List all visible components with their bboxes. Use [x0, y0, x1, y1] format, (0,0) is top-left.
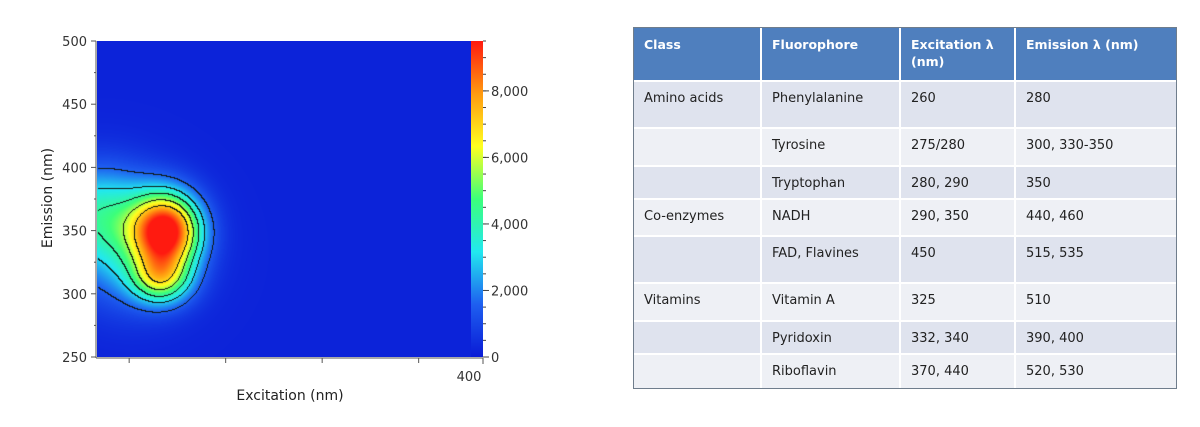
cell-emission: 350 [1015, 165, 1176, 199]
colorbar-tick-label: 6,000 [491, 151, 528, 166]
cell-emission: 440, 460 [1015, 198, 1176, 236]
y-tick-label: 250 [62, 351, 87, 366]
heatmap-image [97, 41, 483, 357]
colorbar-tick-label: 0 [491, 351, 499, 366]
eem-chart: 0 2,000 4,000 6,000 8,000 250 300 350 400 450 500… [40, 35, 528, 404]
cell-emission: 515, 535 [1015, 235, 1176, 283]
x-tick-label: 400 [457, 370, 482, 385]
cell-fluorophore: Vitamin A [761, 282, 901, 321]
cell-excitation: 332, 340 [900, 320, 1016, 354]
cell-emission: 390, 400 [1015, 320, 1176, 354]
cell-emission: 510 [1015, 282, 1176, 321]
cell-excitation: 260 [900, 80, 1016, 128]
fluorophore-table-container: Class Fluorophore Excitation λ (nm) Emis… [633, 27, 1177, 389]
table-row: Pyridoxin 332, 340 390, 400 [634, 320, 1176, 354]
cell-excitation: 290, 350 [900, 198, 1016, 236]
colorbar-tick-label: 8,000 [491, 85, 528, 100]
cell-emission: 280 [1015, 80, 1176, 128]
colorbar-tick-label: 2,000 [491, 284, 528, 299]
cell-fluorophore: Tyrosine [761, 127, 901, 166]
table-row: Amino acids Phenylalanine 260 280 [634, 80, 1176, 128]
column-header-fluorophore: Fluorophore [761, 28, 901, 81]
cell-class: Vitamins [634, 282, 762, 321]
x-axis-label: Excitation (nm) [236, 388, 343, 404]
y-tick-label: 300 [62, 288, 87, 303]
cell-emission: 300, 330-350 [1015, 127, 1176, 166]
table-header-row: Class Fluorophore Excitation λ (nm) Emis… [634, 28, 1176, 81]
y-tick-label: 450 [62, 98, 87, 113]
cell-excitation: 280, 290 [900, 165, 1016, 199]
y-tick-label: 400 [62, 161, 87, 176]
fluorophore-table: Class Fluorophore Excitation λ (nm) Emis… [634, 28, 1176, 388]
cell-fluorophore: NADH [761, 198, 901, 236]
table-row: Tyrosine 275/280 300, 330-350 [634, 127, 1176, 166]
cell-class: Amino acids [634, 80, 762, 128]
cell-excitation: 370, 440 [900, 353, 1016, 388]
table-row: FAD, Flavines 450 515, 535 [634, 235, 1176, 283]
cell-excitation: 275/280 [900, 127, 1016, 166]
colorbar: 0 2,000 4,000 6,000 8,000 [471, 40, 528, 366]
cell-class [634, 127, 762, 166]
cell-class [634, 235, 762, 283]
cell-fluorophore: Tryptophan [761, 165, 901, 199]
cell-emission: 520, 530 [1015, 353, 1176, 388]
chart-axes: 250 300 350 400 450 500 400 [62, 35, 484, 385]
cell-class [634, 320, 762, 354]
table-row: Tryptophan 280, 290 350 [634, 165, 1176, 199]
colorbar-tick-label: 4,000 [491, 218, 528, 233]
cell-class: Co-enzymes [634, 198, 762, 236]
y-tick-label: 500 [62, 35, 87, 50]
y-tick-label: 350 [62, 225, 87, 240]
cell-fluorophore: Phenylalanine [761, 80, 901, 128]
cell-class [634, 353, 762, 388]
table-row: Vitamins Vitamin A 325 510 [634, 282, 1176, 321]
table-row: Co-enzymes NADH 290, 350 440, 460 [634, 198, 1176, 236]
cell-fluorophore: FAD, Flavines [761, 235, 901, 283]
y-axis-label: Emission (nm) [40, 148, 56, 248]
cell-excitation: 450 [900, 235, 1016, 283]
eem-chart-svg: 0 2,000 4,000 6,000 8,000 250 300 350 400 450 500… [40, 35, 528, 404]
cell-fluorophore: Riboflavin [761, 353, 901, 388]
cell-excitation: 325 [900, 282, 1016, 321]
heatmap-plot-area [97, 41, 483, 357]
table-row: Riboflavin 370, 440 520, 530 [634, 353, 1176, 388]
column-header-emission: Emission λ (nm) [1015, 28, 1176, 81]
column-header-class: Class [634, 28, 762, 81]
cell-fluorophore: Pyridoxin [761, 320, 901, 354]
cell-class [634, 165, 762, 199]
colorbar-gradient [471, 41, 483, 357]
column-header-excitation: Excitation λ (nm) [900, 28, 1016, 81]
